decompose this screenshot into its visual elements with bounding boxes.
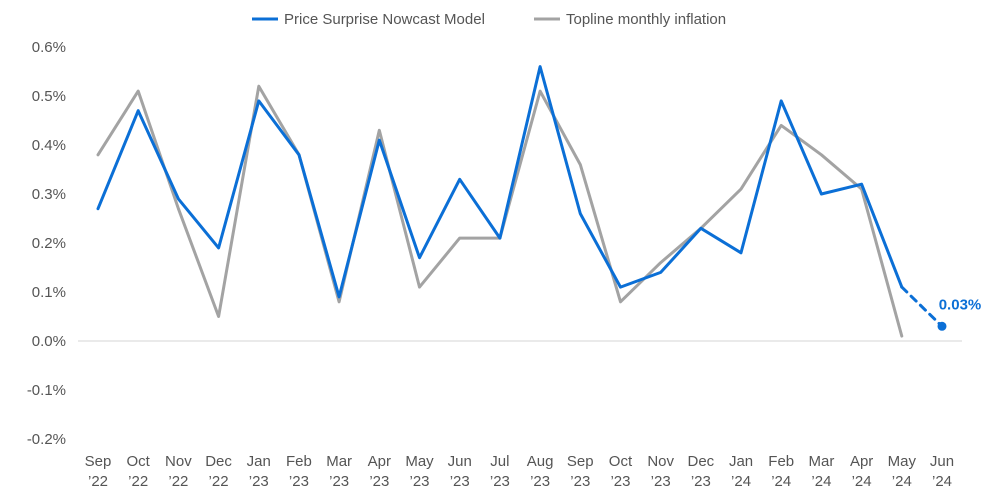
y-axis-tick-labels: -0.2% -0.1% 0.0% 0.1% 0.2% 0.3% 0.4% 0.5% 0.6%	[27, 39, 66, 448]
x-tick-month: Jun	[930, 453, 954, 470]
x-tick-month: Apr	[850, 453, 873, 470]
x-tick-month: Jan	[247, 453, 271, 470]
annotation-layer: 0.03%	[937, 296, 982, 331]
x-tick-year: ’23	[651, 473, 671, 490]
x-tick-year: ’24	[731, 473, 751, 490]
x-tick-month: Dec	[688, 453, 715, 470]
x-tick-month: Oct	[127, 453, 151, 470]
y-tick-label: 0.2%	[32, 235, 66, 252]
legend-label-nowcast: Price Surprise Nowcast Model	[284, 11, 485, 28]
x-tick-year: ’23	[410, 473, 430, 490]
y-tick-label: 0.6%	[32, 39, 66, 56]
forecast-value-label: 0.03%	[939, 296, 982, 313]
forecast-point-marker	[937, 321, 947, 331]
y-tick-label: 0.4%	[32, 137, 66, 154]
x-tick-year: ’24	[932, 473, 952, 490]
x-tick-year: ’24	[811, 473, 831, 490]
x-tick-month: Jun	[448, 453, 472, 470]
x-tick-year: ’22	[128, 473, 148, 490]
x-tick-month: Nov	[165, 453, 192, 470]
y-tick-label: -0.1%	[27, 382, 66, 399]
x-tick-year: ’23	[450, 473, 470, 490]
x-tick-month: Mar	[326, 453, 352, 470]
legend: Price Surprise Nowcast Model Topline mon…	[252, 11, 726, 28]
x-tick-year: ’22	[209, 473, 229, 490]
series-line-topline	[96, 84, 904, 338]
x-tick-year: ’23	[610, 473, 630, 490]
series-line-nowcast-forecast	[900, 285, 944, 328]
y-tick-label: -0.2%	[27, 431, 66, 448]
y-tick-label: 0.5%	[32, 88, 66, 105]
x-tick-year: ’24	[852, 473, 872, 490]
x-tick-year: ’22	[168, 473, 188, 490]
x-tick-year: ’22	[88, 473, 108, 490]
y-tick-label: 0.0%	[32, 333, 66, 350]
x-tick-month: Feb	[768, 453, 794, 470]
legend-label-topline: Topline monthly inflation	[566, 11, 726, 28]
x-tick-month: Oct	[609, 453, 633, 470]
y-tick-label: 0.3%	[32, 186, 66, 203]
x-tick-month: Dec	[205, 453, 232, 470]
x-tick-year: ’23	[369, 473, 389, 490]
x-tick-month: Mar	[809, 453, 835, 470]
x-tick-year: ’23	[249, 473, 269, 490]
x-tick-year: ’24	[892, 473, 912, 490]
x-tick-year: ’23	[289, 473, 309, 490]
x-tick-month: Jan	[729, 453, 753, 470]
x-tick-month: Nov	[647, 453, 674, 470]
x-tick-year: ’23	[530, 473, 550, 490]
x-tick-month: May	[405, 453, 434, 470]
x-tick-year: ’24	[771, 473, 791, 490]
x-tick-year: ’23	[570, 473, 590, 490]
x-tick-year: ’23	[329, 473, 349, 490]
series-line-nowcast	[96, 65, 904, 299]
y-tick-label: 0.1%	[32, 284, 66, 301]
x-tick-year: ’23	[691, 473, 711, 490]
x-tick-month: May	[888, 453, 917, 470]
x-tick-month: Jul	[490, 453, 509, 470]
x-tick-month: Feb	[286, 453, 312, 470]
x-tick-month: Aug	[527, 453, 554, 470]
x-tick-month: Sep	[567, 453, 594, 470]
series-layer	[96, 65, 944, 338]
x-tick-month: Apr	[368, 453, 391, 470]
x-tick-month: Sep	[85, 453, 112, 470]
x-axis-tick-labels: Sep ’22 Oct ’22 Nov ’22 Dec ’22 Jan ’23 Feb ’23 Mar ’…	[85, 453, 954, 490]
x-tick-year: ’23	[490, 473, 510, 490]
